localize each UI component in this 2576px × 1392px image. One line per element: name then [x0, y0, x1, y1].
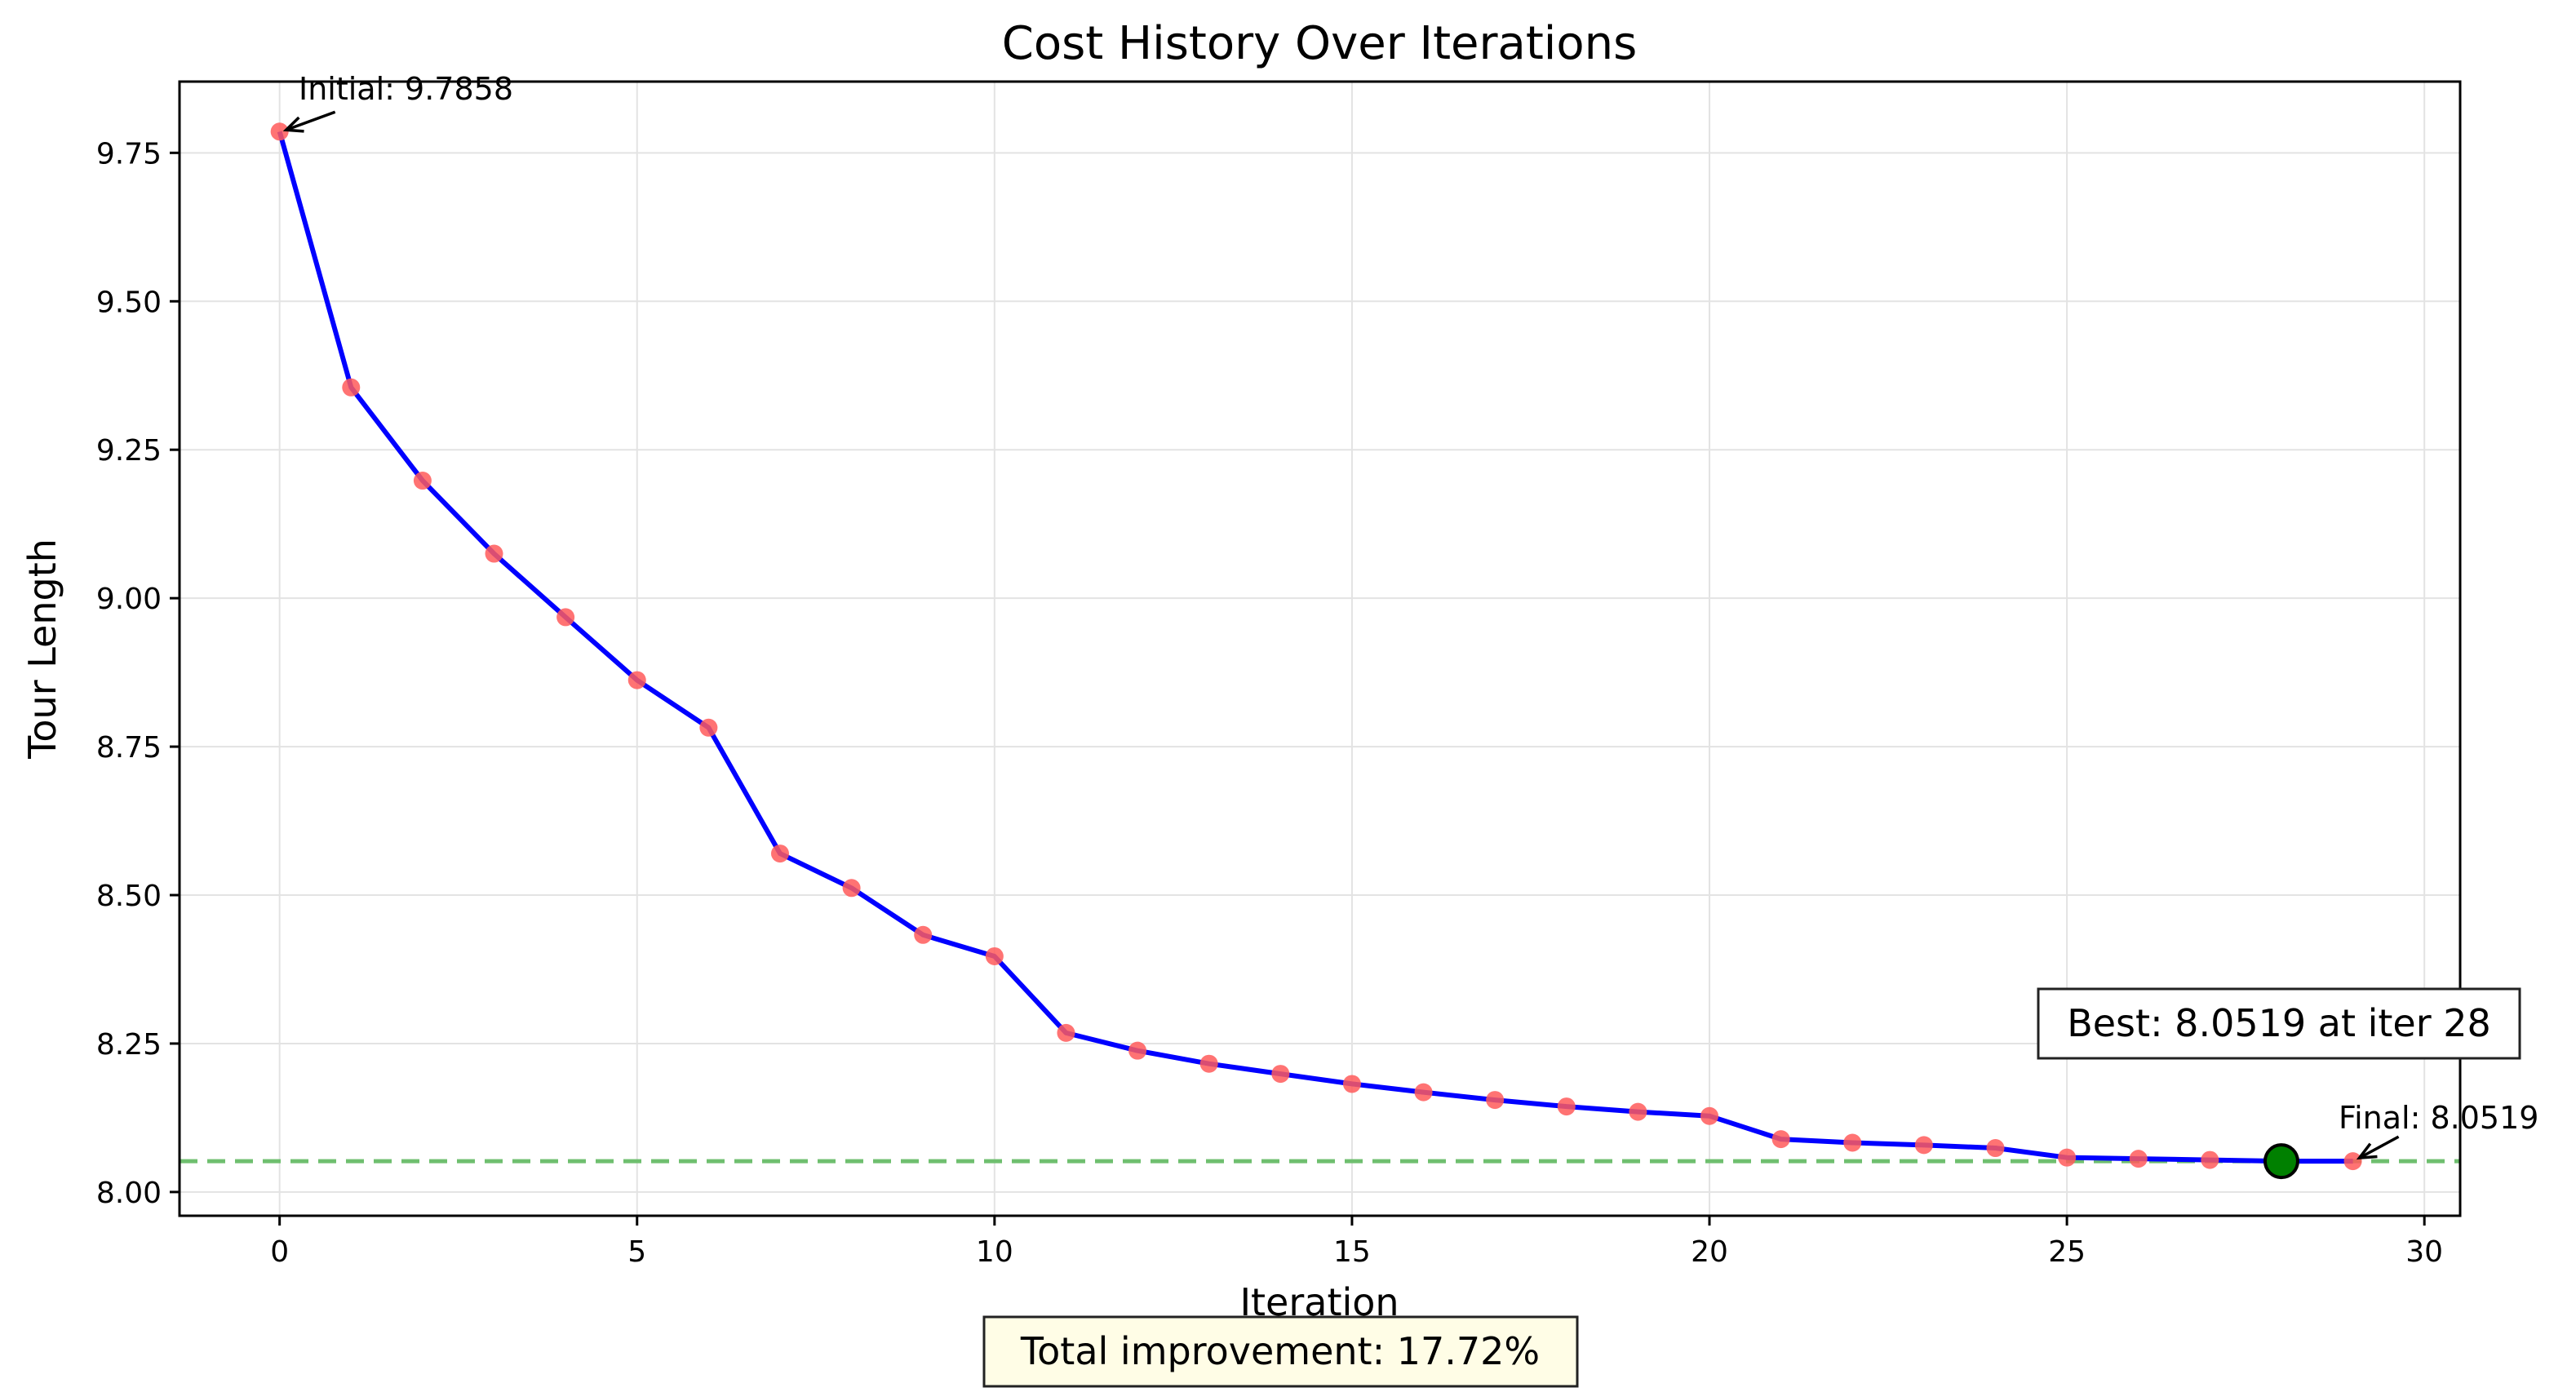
initial-annotation: Initial: 9.7858: [299, 71, 513, 107]
data-point-marker: [627, 671, 646, 689]
data-point-marker: [1199, 1054, 1218, 1073]
data-point-marker: [2058, 1148, 2077, 1167]
x-tick-label: 15: [1333, 1235, 1371, 1269]
y-tick-label: 8.25: [96, 1028, 162, 1062]
data-point-marker: [485, 544, 503, 563]
x-tick-label: 20: [1691, 1235, 1728, 1269]
y-tick-label: 9.75: [96, 137, 162, 171]
series-layer: [277, 131, 2353, 1164]
data-point-marker: [2129, 1150, 2148, 1168]
data-point-marker: [1271, 1065, 1290, 1084]
final-arrow: [2356, 1135, 2400, 1160]
data-point-marker: [1057, 1023, 1075, 1042]
y-tick-label: 8.50: [96, 880, 162, 913]
data-point-marker: [1342, 1075, 1361, 1093]
data-point-marker: [770, 845, 789, 863]
data-point-marker: [1557, 1097, 1576, 1116]
data-point-marker: [342, 378, 361, 397]
data-point-marker: [1629, 1102, 1647, 1121]
data-point-marker: [1414, 1083, 1433, 1102]
data-point-marker: [699, 718, 718, 737]
improvement-box: [982, 1315, 1579, 1388]
improvement-annotation: Total improvement: 17.72%: [1020, 1329, 1540, 1373]
y-tick-label: 8.75: [96, 731, 162, 765]
data-point-marker: [985, 946, 1004, 965]
x-tick-label: 5: [627, 1235, 646, 1269]
tick-layer: 0 5 10 15 20 25 30 8.00 8.25 8.50 8.75 9.00 9.25 9.50…: [96, 137, 2443, 1269]
y-tick-label: 9.00: [96, 583, 162, 616]
x-tick-label: 0: [270, 1235, 289, 1269]
data-point-marker: [1914, 1136, 1933, 1155]
data-point-marker: [914, 925, 933, 944]
chart-title: Cost History Over Iterations: [1002, 17, 1638, 70]
data-point-marker: [1486, 1091, 1505, 1110]
cost-series-line: [277, 131, 2353, 1164]
data-point-marker: [842, 879, 861, 898]
x-tick-label: 25: [2048, 1235, 2086, 1269]
plot-frame: [178, 80, 2462, 1217]
data-point-marker: [1843, 1133, 1862, 1152]
data-point-marker: [1700, 1106, 1719, 1125]
final-annotation: Final: 8.0519: [2339, 1100, 2538, 1136]
best-annotation: Best: 8.0519 at iter 28: [2067, 1001, 2491, 1045]
final-arrow-shaft: [2358, 1135, 2400, 1159]
annotation-layer: Initial: 9.7858 Final: 8.0519 Best: 8.05…: [282, 71, 2538, 1388]
data-point-marker: [2343, 1152, 2362, 1171]
best-box: [2037, 987, 2521, 1060]
data-point-marker: [1128, 1041, 1147, 1060]
x-tick-label: 10: [976, 1235, 1013, 1269]
initial-arrow-head: [282, 116, 304, 133]
data-point-marker: [413, 472, 432, 490]
data-point-marker: [1771, 1130, 1790, 1149]
initial-arrow: [282, 110, 336, 133]
grid-lines: [180, 82, 2460, 1216]
data-point-marker: [556, 608, 575, 627]
initial-arrow-shaft: [286, 110, 336, 131]
data-point-marker: [2201, 1150, 2219, 1169]
y-axis-label: Tour Length: [20, 539, 64, 760]
final-arrow-head: [2356, 1142, 2378, 1160]
marker-layer: [270, 122, 2362, 1180]
y-tick-label: 8.00: [96, 1177, 162, 1210]
x-tick-label: 30: [2405, 1235, 2443, 1269]
data-point-marker: [1986, 1139, 2005, 1158]
best-point-marker: [2263, 1143, 2299, 1180]
y-tick-label: 9.25: [96, 434, 162, 468]
y-tick-label: 9.50: [96, 286, 162, 319]
data-point-marker: [270, 122, 289, 141]
